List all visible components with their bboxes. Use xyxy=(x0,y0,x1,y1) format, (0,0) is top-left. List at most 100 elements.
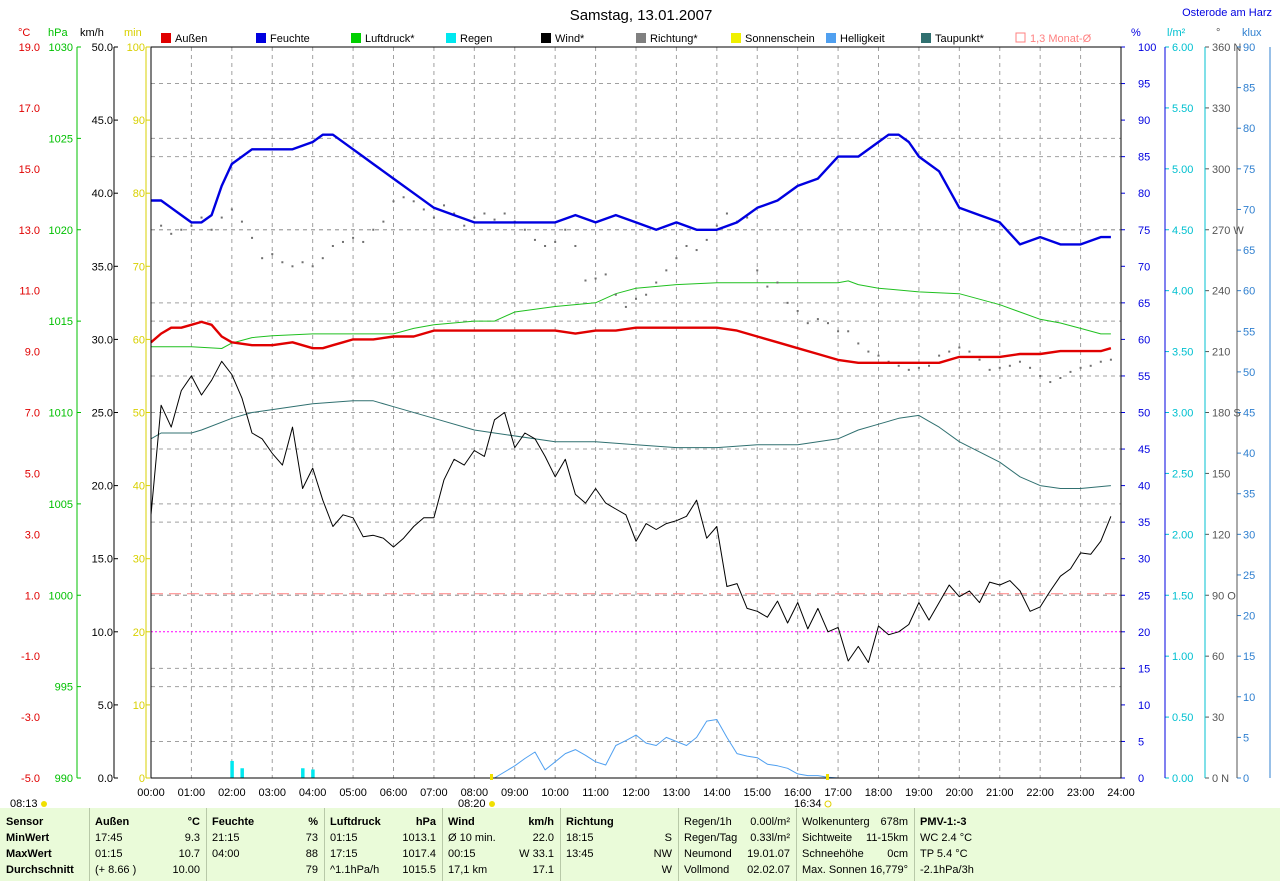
minwert-label: MinWert xyxy=(6,832,50,844)
richtung-point xyxy=(554,240,557,243)
richtung-point xyxy=(968,350,971,353)
time-tick-label: 11:00 xyxy=(582,787,609,799)
richtung-point xyxy=(938,354,941,357)
sunrise-marker xyxy=(41,801,47,807)
wind-avg-value: 17.1 xyxy=(532,864,554,876)
direction-axis-tick-label: 330 xyxy=(1212,103,1230,115)
richtung-point xyxy=(614,293,617,296)
richtung-point xyxy=(928,364,931,367)
time-tick-label: 17:00 xyxy=(824,787,852,799)
time-tick-label: 04:00 xyxy=(299,787,327,799)
richtung-point xyxy=(564,228,567,231)
humidity-axis-tick-label: 85 xyxy=(1138,152,1150,164)
radiation-axis-tick-label: 6.00 xyxy=(1172,42,1193,54)
time-tick-label: 20:00 xyxy=(946,787,974,799)
brightness-axis-header: klux xyxy=(1242,27,1262,39)
brightness-axis-tick-label: 60 xyxy=(1243,286,1255,298)
temp-axis-tick-label: 19.0 xyxy=(19,42,40,54)
time-tick-label: 00:00 xyxy=(137,787,165,799)
richtung-point xyxy=(826,322,829,325)
daylight-start-marker xyxy=(489,801,495,807)
richtung-point xyxy=(463,224,466,227)
radiation-axis-tick-label: 0.50 xyxy=(1172,712,1193,724)
sunset-marker xyxy=(824,800,832,808)
brightness-axis-tick-label: 80 xyxy=(1243,123,1255,135)
pmv-column: PMV-1:-3 WC 2.4 °C TP 5.4 °C -2.1hPa/3h xyxy=(914,808,1024,881)
humidity-axis-tick-label: 30 xyxy=(1138,554,1150,566)
time-tick-label: 07:00 xyxy=(420,787,448,799)
richtung-point xyxy=(160,224,163,227)
richtung-point xyxy=(544,244,547,247)
sun-axis-tick-label: 0 xyxy=(139,773,145,785)
humidity-axis-tick-label: 10 xyxy=(1138,700,1150,712)
richtung-point xyxy=(604,273,607,276)
pressure-axis-tick-label: 1010 xyxy=(49,408,73,420)
aussen-avg-note: (+ 8.66 ) xyxy=(95,864,137,876)
plot-frame xyxy=(150,46,1122,779)
maxwert-label: MaxWert xyxy=(6,848,52,860)
temp-axis-tick-label: 11.0 xyxy=(19,286,40,298)
luftdruck-avg-value: 1015.5 xyxy=(402,864,436,876)
location-label: Osterode am Harz xyxy=(1182,7,1272,19)
chart-title: Samstag, 13.01.2007 xyxy=(570,7,713,24)
brightness-axis-tick-label: 0 xyxy=(1243,773,1249,785)
wind-column: Wind km/h Ø 10 min. 22.0 00:15 W 33.1 17,1 … xyxy=(442,808,561,881)
time-tick-label: 06:00 xyxy=(380,787,408,799)
brightness-axis-tick-label: 90 xyxy=(1243,42,1255,54)
humidity-axis-tick-label: 60 xyxy=(1138,334,1150,346)
time-tick-label: 12:00 xyxy=(622,787,650,799)
daylight-start-time: 08:20 xyxy=(458,798,486,808)
legend-label-taupunkt: Taupunkt* xyxy=(935,33,985,45)
time-tick-label: 08:00 xyxy=(461,787,489,799)
temp-axis-tick-label: 17.0 xyxy=(19,103,40,115)
feuchte-line xyxy=(151,133,1111,246)
humidity-axis-tick-label: 20 xyxy=(1138,627,1150,639)
richtung-point xyxy=(352,236,355,239)
max-sonnen-value: 16,779° xyxy=(869,864,908,876)
richtung-point xyxy=(1018,360,1021,363)
direction-axis-tick-label: 0 N xyxy=(1212,773,1229,785)
richtung-point xyxy=(382,220,385,223)
humidity-axis-header: % xyxy=(1131,27,1141,39)
legend-label-richtung: Richtung* xyxy=(650,33,698,45)
sunrise-line-marker xyxy=(490,774,493,780)
axes: 19.0 17.0 15.0 13.0 11.0 9.0 7.0 5.0 3.0 1.0 -1.0 -… xyxy=(19,42,1271,799)
richtung-point xyxy=(695,249,698,252)
aussen-header: Außen xyxy=(95,816,130,828)
wind-axis-tick-label: 45.0 xyxy=(92,115,113,127)
humidity-axis-tick-label: 45 xyxy=(1138,444,1150,456)
radiation-axis-tick-label: 4.00 xyxy=(1172,286,1193,298)
richtung-point xyxy=(796,309,799,312)
radiation-axis-tick-label: 3.00 xyxy=(1172,408,1193,420)
regen-bar xyxy=(311,769,315,778)
feuchte-unit: % xyxy=(308,816,318,828)
brightness-axis-tick-label: 15 xyxy=(1243,651,1255,663)
richtung-point xyxy=(200,216,203,219)
sun-axis-tick-label: 20 xyxy=(133,627,145,639)
richtung-point xyxy=(251,236,254,239)
richtung-point xyxy=(1079,366,1082,369)
richtung-point xyxy=(766,285,769,288)
richtung-point xyxy=(1109,358,1112,361)
pmv-wc: WC 2.4 °C xyxy=(920,832,973,844)
richtung-point xyxy=(897,364,900,367)
feuchte-min-time: 21:15 xyxy=(212,832,240,844)
aussen-unit: °C xyxy=(187,816,200,828)
richtung-point xyxy=(665,269,668,272)
luftdruck-max-time: 17:15 xyxy=(330,848,358,860)
taupunkt-line xyxy=(150,400,1111,489)
luftdruck-unit: hPa xyxy=(415,816,436,828)
legend-swatch-helligkeit xyxy=(826,33,836,43)
radiation-axis-tick-label: 3.50 xyxy=(1172,347,1193,359)
time-tick-label: 22:00 xyxy=(1026,787,1054,799)
richtung-point xyxy=(453,212,456,215)
radiation-axis-tick-label: 1.00 xyxy=(1172,651,1193,663)
wolkenunterg-label: Wolkenunterg xyxy=(802,816,870,828)
aussen-line xyxy=(150,320,1112,364)
richtung-point xyxy=(907,368,910,371)
richtung-point xyxy=(1089,364,1092,367)
legend-swatch-aussen xyxy=(161,33,171,43)
luftdruck-min-value: 1013.1 xyxy=(402,832,436,844)
max-sonnen-label: Max. Sonnen xyxy=(802,864,867,876)
sunset-time: 16:34 xyxy=(794,798,822,808)
